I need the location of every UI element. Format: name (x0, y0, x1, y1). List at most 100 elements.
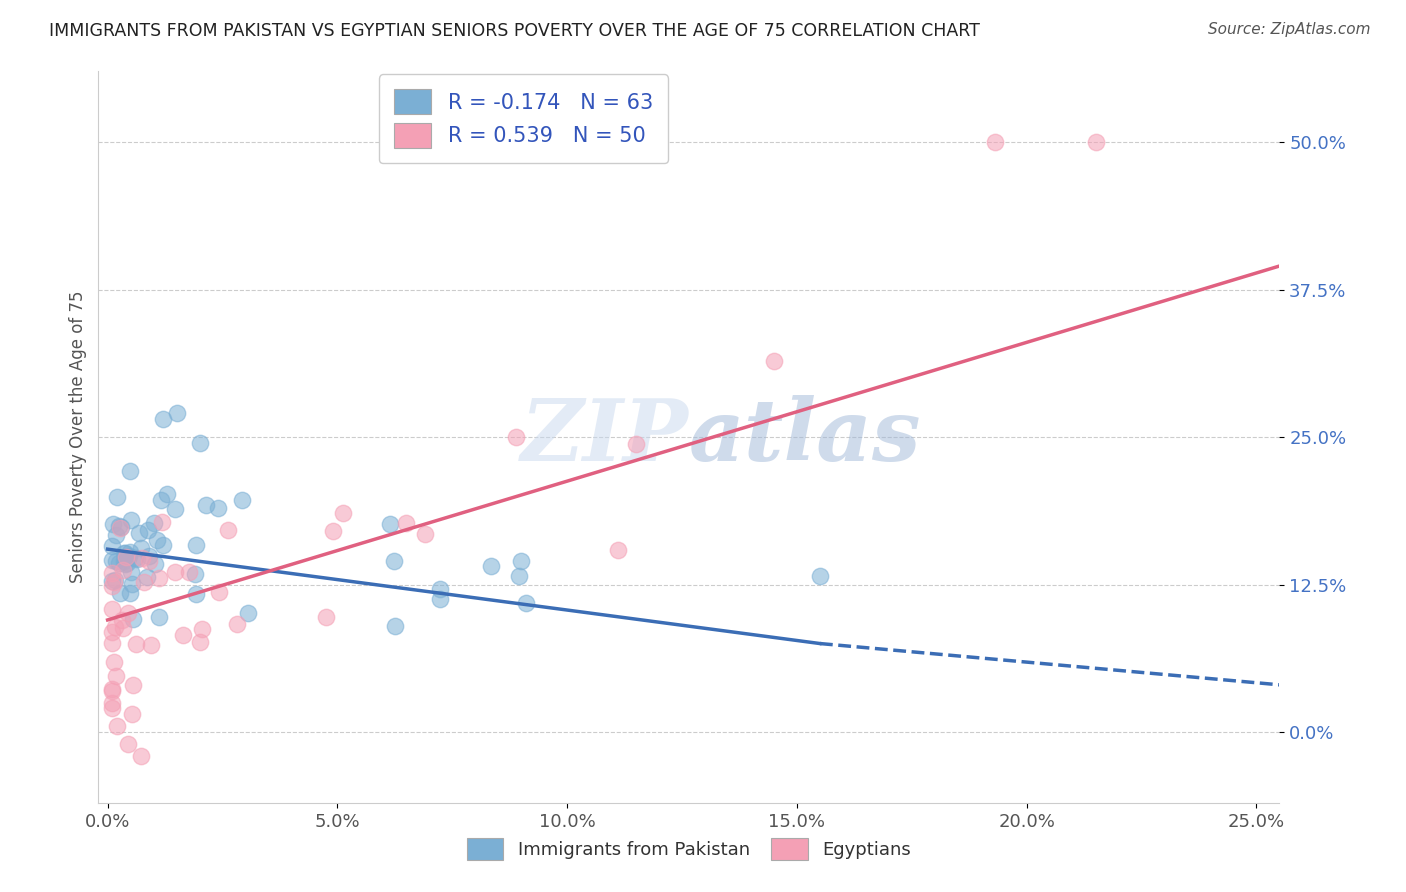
Point (118, 544, 141, 558)
Point (120, 512, 142, 526)
Point (101, 636, 124, 650)
Point (143, 516, 166, 530)
Point (510, 554, 533, 568)
Point (139, 638, 162, 652)
Point (148, 609, 170, 624)
Point (322, 524, 344, 538)
Point (231, 493, 253, 508)
Point (105, 553, 128, 567)
Text: atlas: atlas (689, 395, 921, 479)
Point (382, 554, 405, 568)
Point (112, 554, 135, 568)
Point (105, 719, 128, 733)
Point (105, 490, 128, 504)
Point (115, 556, 138, 570)
Point (148, 571, 170, 585)
Point (121, 577, 143, 591)
Point (236, 606, 259, 620)
Point (380, 516, 402, 531)
Point (122, 678, 145, 692)
Point (429, 592, 451, 607)
Legend: Immigrants from Pakistan, Egyptians: Immigrants from Pakistan, Egyptians (460, 830, 918, 867)
Point (114, 550, 136, 565)
Point (125, 637, 148, 651)
Point (505, 429, 527, 443)
Point (115, 550, 138, 565)
Point (101, 574, 124, 588)
Point (983, 135, 1005, 149)
Point (624, 437, 647, 451)
Point (166, 407, 188, 421)
Point (117, 737, 139, 751)
Point (103, 575, 125, 590)
Point (1084, 135, 1107, 149)
Point (101, 566, 124, 581)
Point (136, 523, 159, 537)
Point (101, 602, 124, 616)
Point (108, 556, 131, 570)
Point (101, 516, 124, 531)
Point (101, 696, 124, 710)
Point (131, 748, 153, 763)
Point (114, 546, 136, 560)
Point (217, 524, 239, 538)
Point (104, 620, 127, 634)
Point (110, 521, 132, 535)
Point (508, 568, 530, 582)
Point (128, 525, 150, 540)
Point (184, 538, 207, 552)
Point (121, 707, 143, 722)
Point (191, 623, 214, 637)
Text: IMMIGRANTS FROM PAKISTAN VS EGYPTIAN SENIORS POVERTY OVER THE AGE OF 75 CORRELAT: IMMIGRANTS FROM PAKISTAN VS EGYPTIAN SEN… (49, 22, 980, 40)
Point (156, 487, 179, 501)
Point (188, 436, 211, 450)
Point (111, 613, 134, 627)
Point (117, 606, 139, 620)
Point (226, 616, 249, 631)
Point (103, 656, 125, 670)
Point (384, 619, 406, 633)
Point (184, 587, 207, 601)
Point (332, 506, 354, 520)
Point (118, 586, 141, 600)
Point (136, 569, 159, 583)
Point (104, 574, 127, 588)
Point (762, 354, 785, 368)
Point (101, 701, 124, 715)
Point (124, 551, 146, 566)
Point (101, 624, 124, 639)
Point (108, 585, 131, 599)
Point (104, 669, 127, 683)
Point (152, 515, 174, 529)
Point (108, 519, 131, 533)
Point (125, 552, 148, 566)
Point (143, 558, 166, 572)
Point (207, 501, 229, 516)
Point (195, 498, 218, 512)
Point (607, 543, 630, 558)
Point (131, 541, 153, 556)
Point (413, 527, 436, 541)
Point (138, 554, 160, 568)
Point (111, 621, 134, 635)
Point (172, 628, 194, 642)
Point (105, 528, 128, 542)
Point (101, 682, 124, 697)
Text: Source: ZipAtlas.com: Source: ZipAtlas.com (1208, 22, 1371, 37)
Point (112, 546, 135, 560)
Point (101, 539, 124, 553)
Point (101, 579, 124, 593)
Point (101, 684, 124, 698)
Point (120, 464, 142, 478)
Point (188, 635, 211, 649)
Point (808, 568, 831, 582)
Point (150, 492, 173, 507)
Point (138, 549, 160, 564)
Point (179, 566, 201, 580)
Point (183, 566, 205, 581)
Point (121, 565, 143, 579)
Point (110, 519, 132, 533)
Point (122, 612, 145, 626)
Point (163, 502, 186, 516)
Text: ZIP: ZIP (522, 395, 689, 479)
